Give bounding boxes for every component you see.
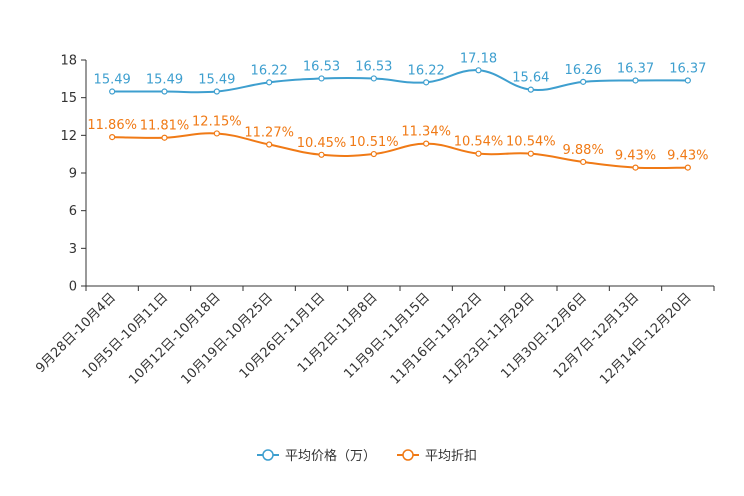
data-point[interactable]	[109, 133, 116, 141]
data-point[interactable]	[370, 150, 377, 158]
legend-marker	[262, 449, 274, 461]
data-point[interactable]	[580, 78, 587, 85]
x-tick-label: 11月23日-11月29日	[440, 290, 537, 387]
series-layer	[109, 67, 691, 171]
y-tick-label: 18	[60, 54, 77, 69]
data-point[interactable]	[423, 140, 430, 147]
data-point[interactable]	[423, 79, 430, 86]
data-point[interactable]	[580, 158, 587, 166]
data-point[interactable]	[213, 88, 220, 95]
y-tick-label: 3	[69, 242, 77, 257]
data-label: 12.15%	[192, 114, 242, 129]
data-point[interactable]	[475, 67, 482, 74]
data-point[interactable]	[318, 75, 325, 82]
data-label: 17.18	[460, 51, 497, 66]
data-label: 10.54%	[454, 135, 504, 150]
data-label: 11.27%	[244, 125, 294, 140]
y-tick-label: 6	[69, 204, 77, 219]
data-label: 15.49	[146, 73, 183, 88]
series-line-1	[112, 69, 688, 94]
data-label: 16.37	[617, 61, 654, 76]
x-tick-label: 12月14日-12月20日	[597, 290, 694, 387]
data-point[interactable]	[109, 88, 116, 95]
data-label: 9.43%	[667, 149, 708, 164]
series-line-2	[112, 132, 688, 170]
data-point[interactable]	[475, 150, 482, 157]
y-tick-label: 15	[60, 91, 77, 106]
data-point[interactable]	[161, 88, 168, 95]
data-point[interactable]	[684, 77, 691, 84]
data-label: 16.53	[355, 59, 392, 74]
data-label: 15.49	[94, 73, 131, 88]
data-label: 11.34%	[401, 125, 451, 140]
data-point[interactable]	[266, 141, 273, 148]
data-point[interactable]	[370, 75, 377, 82]
data-label: 11.81%	[140, 119, 190, 134]
data-point[interactable]	[632, 77, 639, 84]
data-label: 11.86%	[87, 118, 137, 133]
data-point[interactable]	[161, 134, 168, 141]
data-label: 10.45%	[297, 136, 347, 151]
data-label: 16.22	[408, 63, 445, 78]
axes: 03691215189月28日-10月4日10月5日-10月11日10月12日-…	[33, 54, 715, 388]
legend[interactable]: 平均价格（万） 平均折扣	[257, 448, 477, 464]
data-point[interactable]	[527, 86, 534, 93]
y-tick-label: 0	[69, 280, 77, 295]
data-point[interactable]	[318, 151, 325, 158]
data-label: 16.37	[669, 61, 706, 76]
legend-item-1[interactable]: 平均价格（万）	[257, 448, 376, 464]
x-tick-label: 11月16日-11月22日	[388, 290, 485, 387]
data-labels: 15.49 15.49 15.49 16.22 16.53 16.53 16.22 17.18…	[87, 51, 708, 163]
x-tick-label: 10月12日-10月18日	[126, 290, 223, 387]
data-label: 10.51%	[349, 135, 399, 150]
data-point[interactable]	[213, 130, 220, 137]
data-point[interactable]	[527, 150, 534, 157]
data-label: 15.49	[198, 73, 235, 88]
data-point[interactable]	[684, 164, 691, 171]
data-label: 16.53	[303, 59, 340, 74]
legend-label: 平均折扣	[425, 449, 477, 464]
data-point[interactable]	[266, 79, 273, 86]
y-tick-label: 12	[60, 129, 77, 144]
data-label: 10.54%	[506, 135, 556, 150]
data-label: 15.64	[512, 71, 549, 86]
legend-marker	[402, 449, 414, 461]
legend-label: 平均价格（万）	[285, 448, 376, 464]
data-label: 9.88%	[563, 143, 604, 158]
data-label: 16.26	[565, 63, 602, 78]
data-label: 9.43%	[615, 149, 656, 164]
legend-item-2[interactable]: 平均折扣	[397, 449, 477, 464]
y-tick-label: 9	[69, 167, 77, 182]
data-point[interactable]	[632, 164, 639, 171]
x-tick-label: 10月19日-10月25日	[179, 290, 276, 387]
data-label: 16.22	[251, 63, 288, 78]
